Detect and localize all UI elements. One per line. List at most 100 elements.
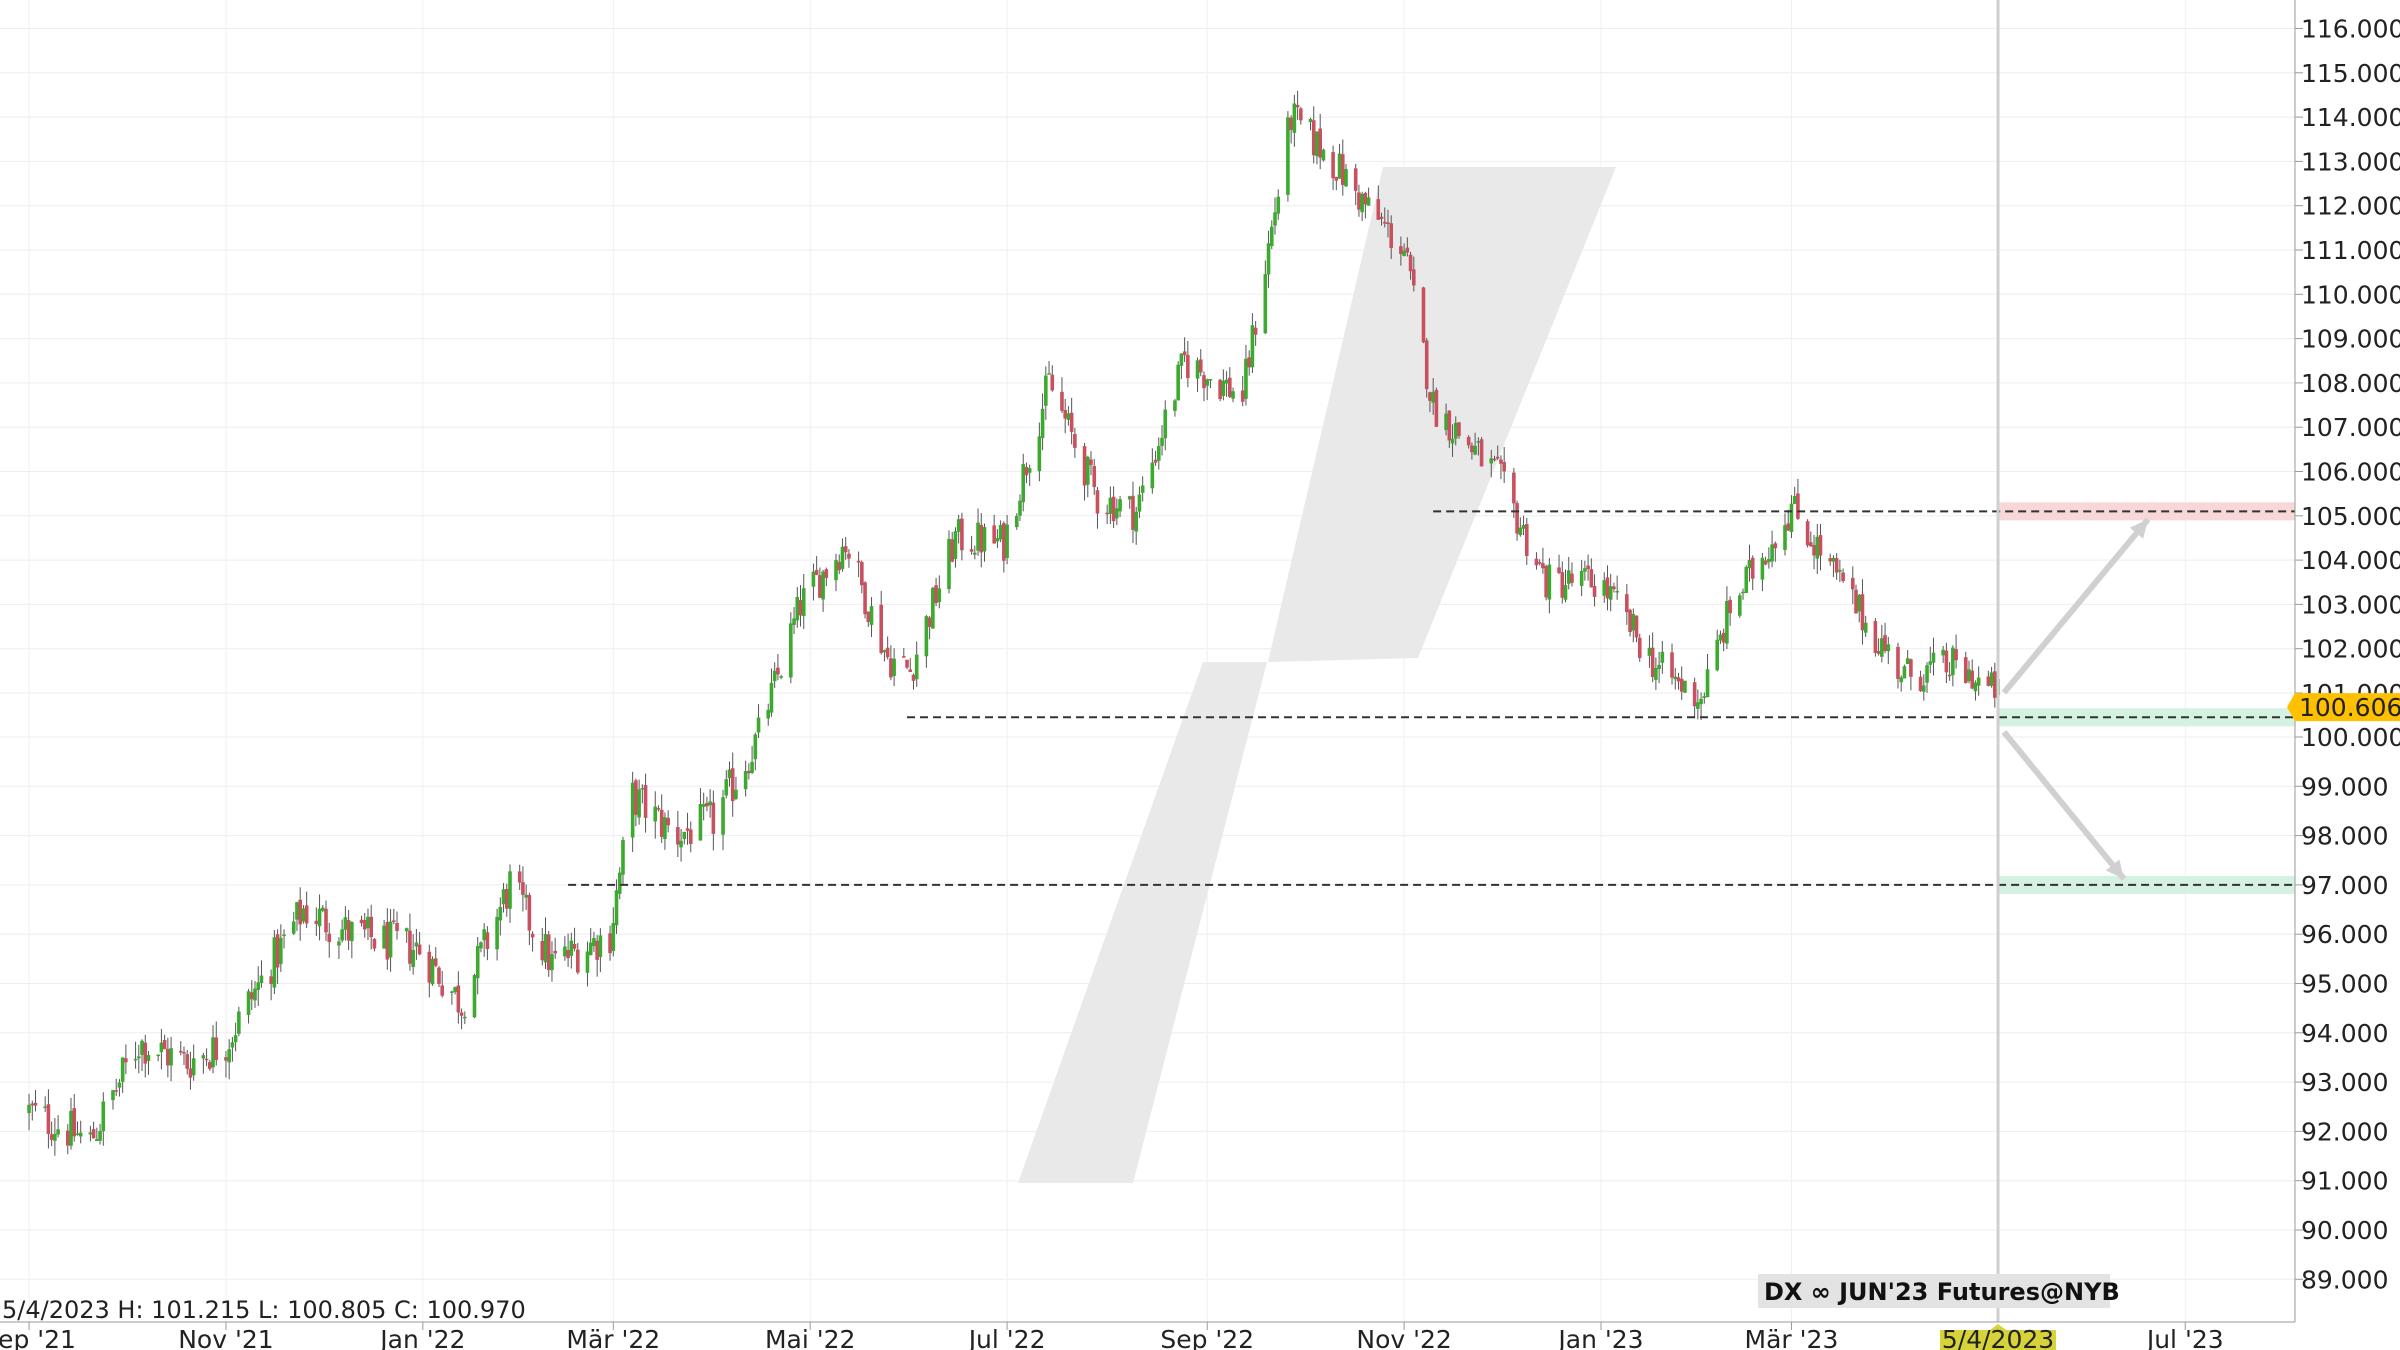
candle-body <box>1434 389 1439 427</box>
candle-body <box>1944 650 1949 673</box>
candle-body <box>362 919 367 930</box>
axis-tags: 100.606 5/4/2023 <box>1940 693 2400 1350</box>
watermark-logo <box>1018 167 1616 1183</box>
candle-body <box>1925 665 1929 683</box>
candle-body <box>33 1102 38 1106</box>
candle-body <box>1608 586 1613 600</box>
candle-body <box>1654 668 1658 680</box>
candle-body <box>608 933 612 954</box>
candle-body <box>1993 671 1997 698</box>
y-tick-label: 96.000 <box>2301 920 2388 949</box>
candle-body <box>546 934 551 971</box>
candle-body <box>947 538 951 590</box>
candle-body <box>1311 120 1316 156</box>
candle-body <box>143 1042 148 1064</box>
candle-body <box>614 890 619 926</box>
candle-body <box>795 596 800 621</box>
candle-body <box>1650 647 1655 678</box>
candle-body <box>575 949 580 973</box>
candle-body <box>111 1090 115 1101</box>
candle-body <box>1863 622 1868 633</box>
candle-body <box>440 985 445 996</box>
candle-body <box>1108 497 1113 514</box>
candle-body <box>1247 357 1251 368</box>
y-tick-label: 93.000 <box>2301 1068 2388 1097</box>
candle-body <box>1202 375 1206 389</box>
candle-body <box>856 560 861 563</box>
candle-body <box>1386 222 1390 224</box>
candle-body <box>727 769 732 779</box>
scenario-arrow-shaft <box>2001 517 2151 695</box>
candle-body <box>1405 247 1410 253</box>
level-zone <box>1998 502 2295 521</box>
candle-body <box>1408 254 1413 272</box>
candle-body <box>1502 462 1506 472</box>
candle-body <box>685 828 690 831</box>
x-tick-label: Jul '22 <box>967 1325 1046 1350</box>
candle-body <box>1198 359 1203 373</box>
current-price-tag <box>2287 693 2400 722</box>
candle-body <box>1105 512 1109 515</box>
candle-body <box>1805 521 1810 546</box>
candle-body <box>501 889 506 905</box>
candle-body <box>414 942 419 947</box>
candle-body <box>1967 669 1971 682</box>
candle-body <box>1111 496 1116 522</box>
candle-body <box>1411 269 1416 286</box>
candle-body <box>140 1040 144 1055</box>
candle-body <box>676 827 680 845</box>
candle-body <box>653 806 658 822</box>
candle-body <box>1683 680 1687 693</box>
candle-body <box>837 561 842 571</box>
y-tick-label: 100.000 <box>2301 723 2400 752</box>
candle-body <box>1340 154 1345 185</box>
candle-body <box>1850 577 1855 590</box>
candle-body <box>1186 354 1190 379</box>
candle-body <box>1783 525 1787 550</box>
candle-body <box>359 919 364 924</box>
candle-body <box>1447 410 1452 441</box>
candle-body <box>166 1048 170 1066</box>
candle-body <box>75 1133 80 1135</box>
candle-body <box>1457 422 1461 437</box>
candle-body <box>934 585 938 603</box>
x-tick-label: Mär '23 <box>1745 1325 1839 1350</box>
candle-body <box>182 1052 186 1054</box>
candle-body <box>98 1131 102 1141</box>
candle-body <box>463 1016 467 1019</box>
candle-body <box>730 768 735 802</box>
candle-body <box>1402 250 1406 256</box>
candle-body <box>1218 379 1222 400</box>
candle-body <box>866 611 871 623</box>
candle-body <box>350 921 354 942</box>
x-tick-label: Sep '22 <box>1160 1325 1254 1350</box>
candle-body <box>237 1011 241 1034</box>
candle-body <box>1896 646 1900 679</box>
candle-body <box>1002 523 1006 561</box>
candle-body <box>1841 572 1845 582</box>
candle-body <box>1428 392 1432 401</box>
candle-body <box>1044 375 1048 406</box>
candle-body <box>901 656 906 658</box>
candle-body <box>1276 196 1281 214</box>
candle-body <box>433 958 438 966</box>
candle-body <box>621 839 625 875</box>
candle-body <box>1524 524 1529 557</box>
candle-body <box>1363 192 1368 205</box>
candle-body <box>1231 391 1235 399</box>
candle-body <box>159 1042 164 1053</box>
candle-body <box>840 546 845 569</box>
candle-body <box>1625 594 1629 613</box>
candle-body <box>78 1132 83 1137</box>
candle-body <box>1725 600 1729 644</box>
scenario-arrow-shaft <box>2001 730 2127 881</box>
candle-body <box>956 519 961 532</box>
candle-body <box>1705 669 1710 698</box>
scenario-arrows <box>2001 517 2151 881</box>
x-tick-label: Mai '22 <box>765 1325 855 1350</box>
candle-body <box>91 1129 96 1139</box>
candle-body <box>1767 558 1771 563</box>
candle-body <box>475 946 480 979</box>
candle-body <box>995 538 1000 542</box>
candle-body <box>1941 649 1945 656</box>
